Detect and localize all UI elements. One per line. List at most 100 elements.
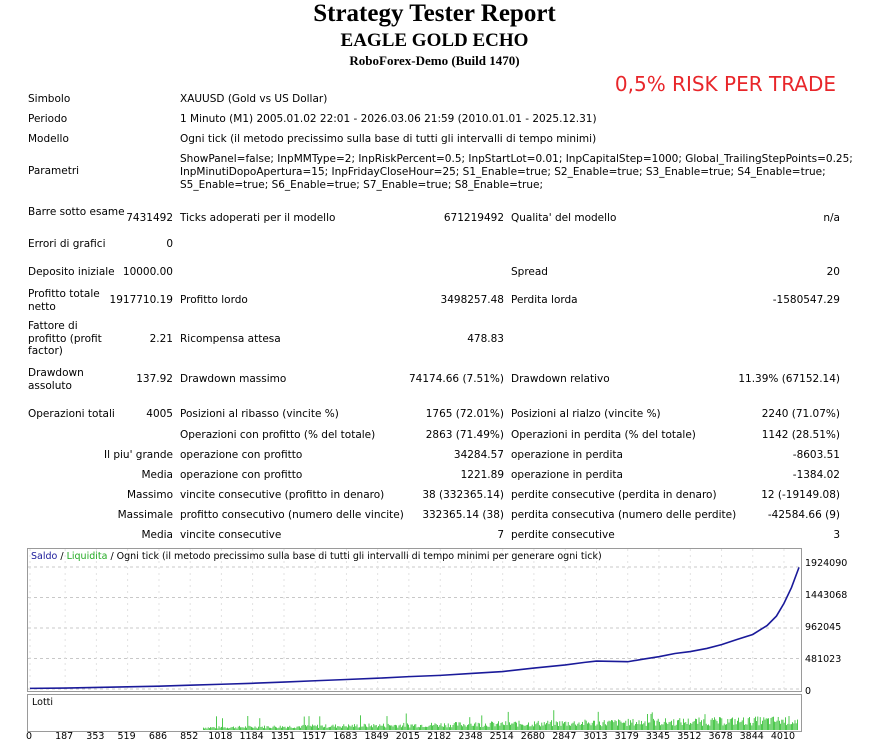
lots-bar — [681, 725, 683, 730]
lots-bar — [383, 723, 384, 730]
lots-bar — [285, 728, 287, 730]
lots-bar — [381, 725, 383, 730]
lots-bar — [762, 720, 763, 730]
x-tick-label: 1018 — [208, 731, 233, 742]
lots-bar — [459, 722, 461, 730]
lots-bar — [554, 724, 556, 730]
lots-bar — [261, 726, 263, 730]
lots-bar — [786, 725, 787, 730]
lots-bar — [677, 720, 678, 730]
lots-bar — [321, 725, 323, 730]
lots-bar — [560, 725, 562, 730]
lots-bar — [613, 722, 615, 730]
lots-bar — [625, 720, 627, 730]
op-perdita-value: 1142 (28.51%) — [761, 429, 840, 441]
spread-label: Spread — [511, 266, 548, 278]
lots-bar — [781, 719, 783, 730]
lots-bar — [608, 720, 610, 730]
balance-chart: Saldo / Liquidita / Ogni tick (il metodo… — [27, 548, 802, 692]
lots-bar — [603, 720, 605, 730]
chart-legend: Saldo / Liquidita / Ogni tick (il metodo… — [31, 551, 602, 562]
lots-bar — [420, 724, 421, 730]
lots-bar — [547, 720, 549, 730]
lots-bar — [342, 726, 343, 730]
lots-bar — [435, 724, 437, 730]
lots-bar — [494, 726, 496, 730]
lots-bar — [617, 725, 618, 730]
lots-bar — [507, 711, 509, 730]
qualita-label: Qualita' del modello — [511, 212, 617, 224]
lots-bar — [259, 718, 261, 730]
lots-bar — [302, 724, 304, 730]
lots-bar — [307, 725, 309, 730]
profitto-netto-label: Profitto totale netto — [28, 288, 100, 313]
barre-label: Barre sotto esame — [28, 206, 125, 218]
ricompensa-label: Ricompensa attesa — [180, 333, 281, 345]
lots-bar — [647, 714, 648, 730]
lots-bar — [353, 726, 354, 730]
lots-bar — [326, 727, 328, 730]
lots-bar — [789, 724, 791, 730]
lots-bar — [374, 725, 376, 730]
lots-bar — [530, 726, 532, 730]
lots-bar — [216, 716, 217, 730]
lots-bar — [650, 713, 652, 730]
lots-bar — [377, 727, 378, 730]
lots-bar — [479, 723, 480, 730]
lots-bar — [522, 724, 523, 730]
lots-bar — [207, 727, 209, 730]
lots-bar — [499, 725, 501, 730]
lots-bar — [638, 720, 640, 730]
media2-label: Media — [141, 529, 173, 541]
lots-bar — [542, 725, 544, 730]
lots-bar — [500, 722, 502, 730]
lots-bar — [571, 723, 573, 730]
lots-bar — [465, 726, 467, 730]
lots-bar — [705, 723, 707, 730]
lots-bar — [710, 719, 712, 730]
lots-bar — [599, 721, 600, 730]
rialzo-label: Posizioni al rialzo (vincite %) — [511, 408, 661, 420]
lots-bar — [247, 716, 249, 730]
lots-bar — [505, 721, 507, 730]
lots-bar — [486, 725, 487, 730]
lots-bar — [225, 728, 227, 730]
lots-bar — [416, 727, 418, 730]
lots-bar — [410, 724, 412, 730]
lots-bar — [324, 726, 325, 730]
lots-bar — [329, 727, 330, 730]
legend-saldo: Saldo — [31, 551, 58, 562]
lots-bar — [359, 727, 360, 730]
y-tick-label: 0 — [805, 686, 812, 697]
lots-bar — [246, 727, 247, 730]
lots-bar — [380, 725, 382, 730]
lots-bar — [693, 721, 695, 730]
lots-bar — [619, 720, 621, 730]
lots-bar — [527, 724, 528, 730]
x-tick-label: 3844 — [739, 731, 764, 742]
lots-bar — [457, 725, 459, 730]
lots-bar — [303, 716, 305, 730]
lots-bar — [757, 716, 759, 730]
lots-bar — [428, 725, 430, 730]
lots-bar — [662, 724, 664, 730]
lots-bar — [411, 724, 413, 730]
lots-bar — [258, 726, 259, 730]
lots-bar — [319, 716, 321, 730]
lots-bar — [791, 724, 792, 730]
lots-bar — [345, 726, 347, 730]
modello-label: Modello — [28, 133, 69, 145]
lots-bar — [659, 721, 660, 730]
lots-bar — [595, 725, 597, 730]
lots-bar — [327, 727, 329, 730]
lots-bar — [485, 723, 486, 730]
y-tick-label: 962045 — [805, 622, 842, 633]
lots-bar — [521, 724, 522, 730]
perdita-cons-value: -42584.66 (9) — [767, 509, 840, 521]
lots-bar — [782, 719, 784, 730]
lots-bar — [731, 718, 732, 730]
lots-bar — [704, 714, 706, 730]
lots-bar — [240, 727, 241, 730]
x-tick-label: 1683 — [333, 731, 358, 742]
lots-bar — [347, 727, 348, 730]
